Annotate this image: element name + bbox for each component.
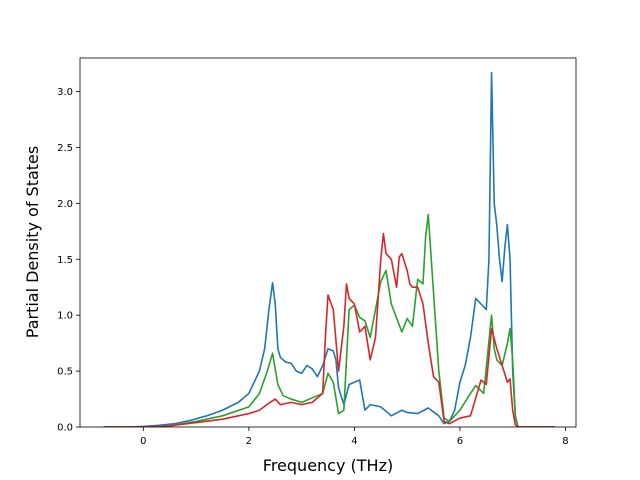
plot-area <box>103 71 555 427</box>
x-tick-label: 8 <box>562 436 568 447</box>
y-tick-label: 3.0 <box>57 87 73 98</box>
x-tick-label: 0 <box>140 436 146 447</box>
x-tick-label: 2 <box>246 436 252 447</box>
series-line-1 <box>103 71 555 427</box>
y-tick-label: 1.0 <box>57 311 73 322</box>
y-tick-label: 2.0 <box>57 199 73 210</box>
x-axis-label: Frequency (THz) <box>263 456 393 475</box>
x-tick-label: 6 <box>457 436 463 447</box>
y-tick-label: 0.0 <box>57 423 73 434</box>
y-tick-label: 0.5 <box>57 367 73 378</box>
y-axis-label: Partial Density of States <box>23 146 42 338</box>
axes: 0 2 4 6 8 0.0 0.5 1.0 1.5 2.0 2.5 3.0 <box>57 57 577 447</box>
y-tick-label: 2.5 <box>57 143 73 154</box>
axes-frame <box>79 57 577 428</box>
y-tick-label: 1.5 <box>57 255 73 266</box>
series-line-2 <box>103 213 555 427</box>
x-tick-label: 4 <box>351 436 357 447</box>
series-line-3 <box>103 232 555 427</box>
